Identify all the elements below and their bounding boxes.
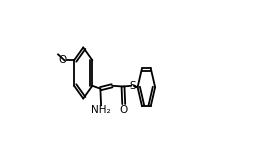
Text: O: O xyxy=(120,105,128,115)
Text: S: S xyxy=(129,81,136,91)
Text: NH₂: NH₂ xyxy=(91,106,111,115)
Text: O: O xyxy=(58,55,67,65)
